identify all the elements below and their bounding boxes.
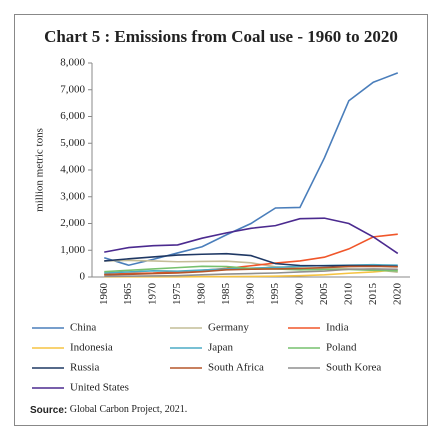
- legend-label: China: [70, 322, 96, 334]
- y-tick-label: 3,000: [60, 190, 85, 202]
- x-tick-label: 1990: [245, 283, 257, 306]
- legend-label: South Africa: [208, 362, 264, 374]
- y-tick-label: 2,000: [60, 217, 85, 229]
- x-tick-label: 2005: [318, 283, 330, 306]
- legend-label: Poland: [326, 342, 357, 354]
- x-tick-label: 1975: [171, 283, 183, 306]
- series-line: [104, 268, 398, 278]
- legend-label: Russia: [70, 362, 99, 374]
- x-tick-label: 2000: [293, 283, 305, 306]
- series-line: [104, 268, 398, 278]
- x-tick-label: 1970: [147, 283, 159, 306]
- x-tick-label: 1965: [122, 283, 134, 306]
- legend-label: Japan: [208, 342, 234, 354]
- series-line: [103, 72, 399, 267]
- y-tick-label: 1,000: [60, 244, 85, 256]
- x-tick-label: 2015: [367, 283, 379, 306]
- series-line: [104, 252, 398, 268]
- source: Source: Global Carbon Project, 2021.: [30, 404, 187, 415]
- frame: [14, 14, 428, 426]
- y-tick-label: 7,000: [60, 83, 85, 95]
- legend-label: United States: [70, 382, 129, 394]
- legend-label: Germany: [208, 322, 249, 334]
- legend-label: India: [326, 322, 349, 334]
- y-tick-label: 4,000: [60, 164, 85, 176]
- x-tick-label: 1995: [269, 283, 281, 306]
- y-axis-label: million metric tons: [34, 128, 46, 212]
- series-line: [104, 217, 399, 255]
- y-tick-label: 0: [80, 271, 86, 283]
- x-tick-label: 2020: [391, 283, 403, 306]
- series-line: [104, 265, 398, 276]
- y-tick-label: 6,000: [60, 110, 85, 122]
- legend-label: Indonesia: [70, 342, 113, 354]
- chart-title: Chart 5 : Emissions from Coal use - 1960…: [44, 27, 398, 46]
- x-tick-label: 1960: [98, 283, 110, 306]
- x-tick-label: 2010: [342, 283, 354, 306]
- x-tick-label: 1980: [196, 283, 208, 306]
- y-tick-label: 5,000: [60, 137, 85, 149]
- legend-label: South Korea: [326, 362, 381, 374]
- source-text: Global Carbon Project, 2021.: [70, 404, 187, 415]
- y-tick-label: 8,000: [60, 57, 85, 69]
- x-tick-label: 1985: [220, 283, 232, 306]
- source-label: Source:: [30, 405, 67, 416]
